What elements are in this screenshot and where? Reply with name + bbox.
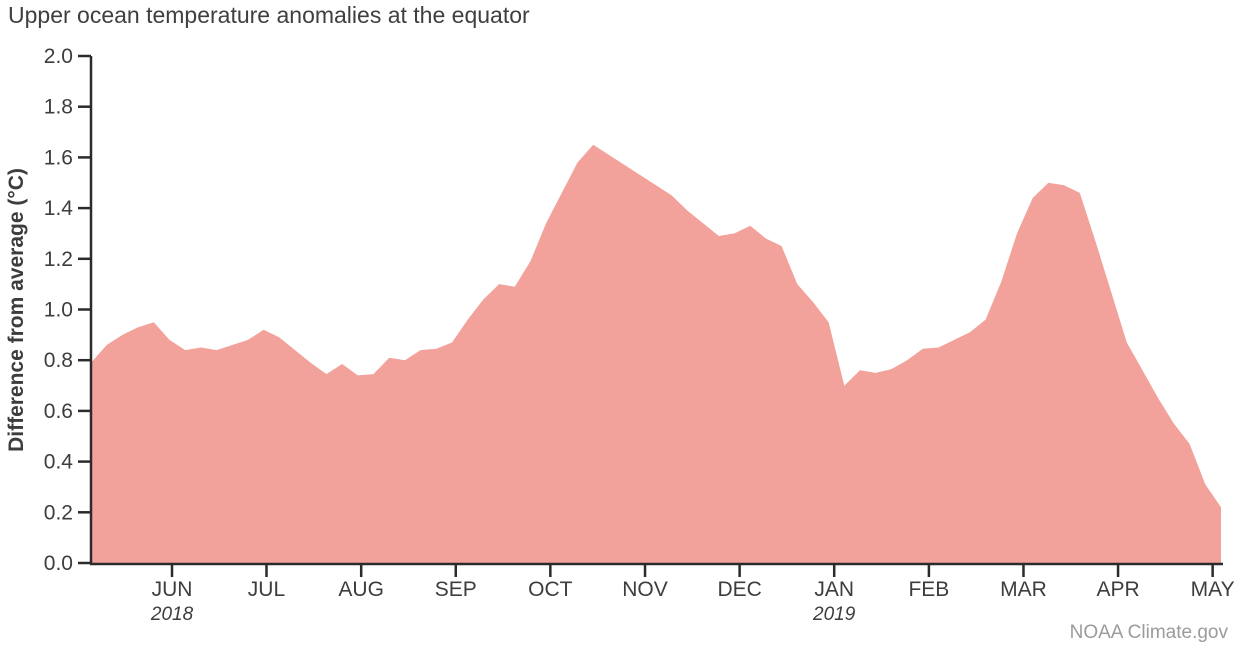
chart-title: Upper ocean temperature anomalies at the… xyxy=(8,2,530,28)
x-tick-label: FEB xyxy=(908,578,949,601)
x-tick-label: DEC xyxy=(717,578,761,601)
y-tick-label: 1.0 xyxy=(44,299,73,322)
y-axis-label: Difference from average (°C) xyxy=(5,168,28,452)
x-tick-label: MAY xyxy=(1191,578,1235,601)
x-tick-label: AUG xyxy=(338,578,384,601)
x-tick-label: JUN xyxy=(152,578,193,601)
y-tick-label: 1.8 xyxy=(44,96,73,119)
y-tick-label: 0.0 xyxy=(44,552,73,575)
anomaly-area xyxy=(91,144,1221,563)
y-tick-label: 0.2 xyxy=(44,501,73,524)
x-tick-label: JAN xyxy=(814,578,854,601)
x-tick-label: OCT xyxy=(528,578,573,601)
x-tick-year-label: 2019 xyxy=(812,604,856,625)
x-tick-label: NOV xyxy=(622,578,668,601)
y-tick-label: 1.2 xyxy=(44,248,73,271)
x-tick-year-label: 2018 xyxy=(150,604,194,625)
y-tick-label: 1.4 xyxy=(44,197,74,220)
source-credit: NOAA Climate.gov xyxy=(1069,622,1228,643)
x-tick-label: MAR xyxy=(1000,578,1047,601)
x-tick-label: JUL xyxy=(248,578,285,601)
x-tick-label: SEP xyxy=(435,578,477,601)
y-tick-label: 1.6 xyxy=(44,146,73,169)
x-tick-label: APR xyxy=(1096,578,1139,601)
y-tick-label: 2.0 xyxy=(44,45,73,68)
y-tick-label: 0.8 xyxy=(44,349,73,372)
y-tick-label: 0.6 xyxy=(44,400,73,423)
y-tick-label: 0.4 xyxy=(44,451,74,474)
